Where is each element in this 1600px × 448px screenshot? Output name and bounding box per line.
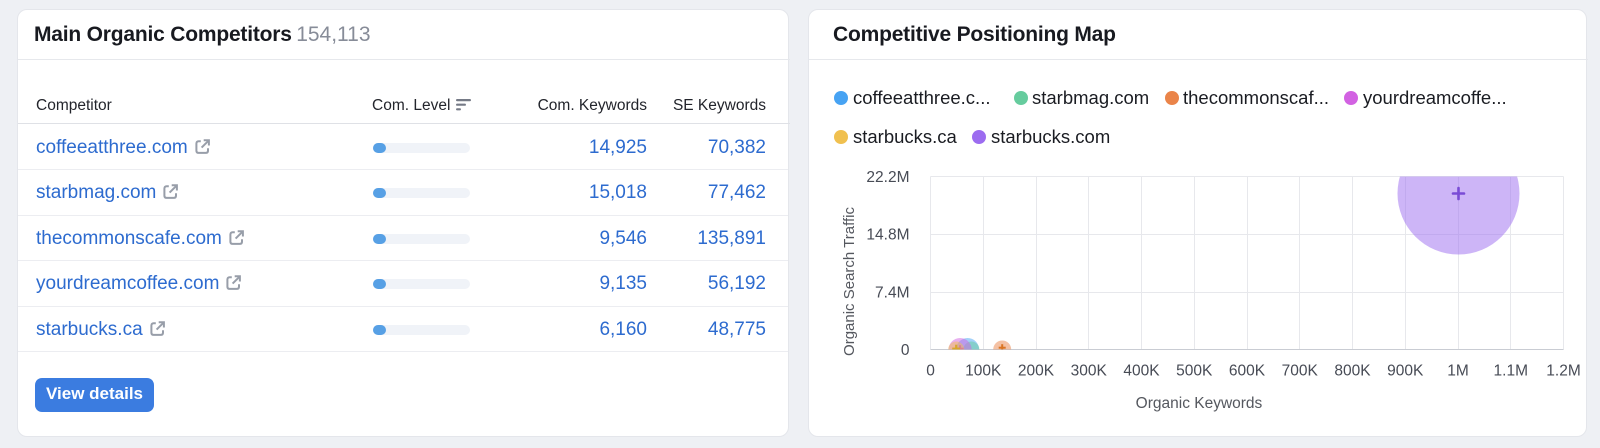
svg-text:200K: 200K	[1018, 363, 1055, 380]
svg-text:0: 0	[926, 363, 935, 380]
svg-text:300K: 300K	[1071, 363, 1108, 380]
svg-text:Organic Keywords: Organic Keywords	[1136, 395, 1263, 412]
svg-text:1M: 1M	[1447, 363, 1469, 380]
svg-text:7.4M: 7.4M	[875, 285, 909, 302]
svg-text:800K: 800K	[1334, 363, 1371, 380]
svg-text:600K: 600K	[1229, 363, 1266, 380]
svg-text:400K: 400K	[1123, 363, 1160, 380]
svg-text:500K: 500K	[1176, 363, 1213, 380]
svg-text:1.2M: 1.2M	[1546, 363, 1580, 380]
svg-text:900K: 900K	[1387, 363, 1424, 380]
svg-text:1.1M: 1.1M	[1494, 363, 1528, 380]
svg-text:22.2M: 22.2M	[866, 169, 909, 186]
svg-text:14.8M: 14.8M	[866, 227, 909, 244]
svg-text:100K: 100K	[965, 363, 1002, 380]
svg-text:Organic Search Traffic: Organic Search Traffic	[841, 207, 858, 356]
svg-text:0: 0	[901, 342, 910, 359]
svg-text:700K: 700K	[1282, 363, 1319, 380]
